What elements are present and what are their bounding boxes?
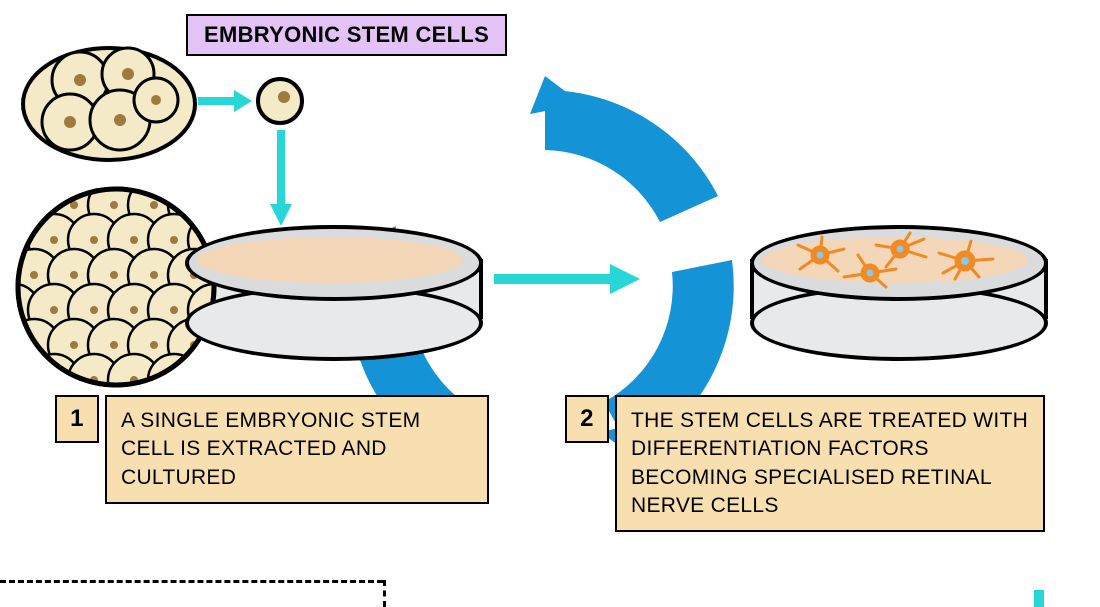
step-2-text: THE STEM CELLS ARE TREATED WITH DIFFEREN… (631, 409, 1028, 517)
step-1-box: A SINGLE EMBRYONIC STEM CELL IS EXTRACTE… (105, 395, 489, 504)
diagram-canvas: EMBRYONIC STEM CELLS (0, 0, 1100, 607)
title-box: EMBRYONIC STEM CELLS (186, 14, 507, 56)
dashed-divider (0, 580, 383, 583)
embryo-cluster-icon (18, 36, 200, 166)
arrow-fragment-icon (1034, 590, 1044, 607)
step-1-text: A SINGLE EMBRYONIC STEM CELL IS EXTRACTE… (121, 409, 420, 489)
neurons-icon (750, 225, 1040, 293)
petri-dish-2 (750, 225, 1040, 345)
arrow-down-icon (268, 128, 294, 228)
dashed-divider-down (383, 580, 386, 607)
step-2-number: 2 (565, 395, 609, 443)
step-2-n: 2 (580, 405, 594, 433)
step-1-number: 1 (55, 395, 99, 443)
petri-dish-1 (185, 225, 475, 345)
arrow-right-icon (492, 262, 642, 296)
step-1-n: 1 (70, 405, 84, 433)
step-2-box: THE STEM CELLS ARE TREATED WITH DIFFEREN… (615, 395, 1045, 532)
zoom-cells-icon (14, 185, 219, 390)
single-cell-icon (255, 76, 305, 126)
title-text: EMBRYONIC STEM CELLS (204, 22, 489, 47)
arrow-extract-icon (196, 88, 254, 114)
